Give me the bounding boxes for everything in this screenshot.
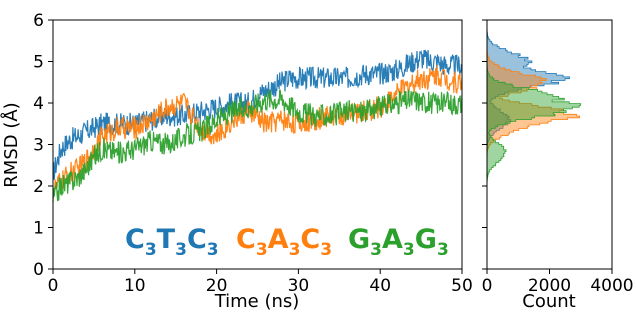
count-tick-label: 0 [482, 276, 493, 296]
series-label-g3a3g3-part: G [415, 224, 437, 255]
count-axis-title: Count [522, 291, 575, 312]
rmsd-tick-label: 3 [33, 136, 44, 156]
rmsd-histogram-panel: 0 2000 4000 Count [482, 19, 634, 312]
series-line-g3a3g3 [52, 89, 463, 203]
series-label-c3a3c3: C3A3C3 [236, 224, 332, 260]
series-label-c3t3c3-sub: 3 [145, 240, 157, 260]
series-line-c3a3c3 [52, 65, 463, 200]
series-label-c3a3c3-sub: 3 [289, 240, 301, 260]
rmsd-axis-ticks: 0 1 2 3 4 5 6 [33, 11, 53, 280]
series-label-c3a3c3-part: A [268, 224, 289, 255]
rmsd-axis-title: RMSD (Å) [0, 102, 22, 187]
series-label-c3t3c3: C3T3C3 [125, 224, 219, 260]
rmsd-tick-label: 1 [33, 219, 44, 239]
series-label-c3t3c3-sub: 3 [175, 240, 187, 260]
rmsd-tick-label: 0 [33, 260, 44, 280]
rmsd-tick-label: 5 [33, 53, 44, 73]
series-label-g3a3g3: G3A3G3 [348, 224, 449, 260]
series-label-g3a3g3-sub: 3 [403, 240, 415, 260]
series-label-c3t3c3-part: C [125, 224, 145, 255]
time-tick-label: 20 [206, 276, 228, 296]
series-label-g3a3g3-part: A [382, 224, 403, 255]
time-tick-label: 50 [451, 276, 473, 296]
count-tick-label: 4000 [590, 276, 633, 296]
rmsd-histograms [486, 20, 582, 269]
time-axis-ticks: 0 10 20 30 40 50 [48, 269, 473, 296]
rmsd-tick-label: 2 [33, 177, 44, 197]
series-label-c3t3c3-part: C [187, 224, 207, 255]
series-label-c3a3c3-sub: 3 [320, 240, 332, 260]
count-axis-ticks: 0 2000 4000 [482, 19, 634, 296]
series-label-c3a3c3-sub: 3 [256, 240, 268, 260]
count-tick-label: 2000 [528, 276, 571, 296]
series-label-g3a3g3-part: G [348, 224, 370, 255]
time-axis-title: Time (ns) [214, 291, 300, 312]
series-label-c3a3c3-part: C [236, 224, 256, 255]
series-label-c3a3c3-part: C [300, 224, 320, 255]
rmsd-lines [52, 49, 463, 203]
rmsd-tick-label: 6 [33, 11, 44, 31]
series-label-c3t3c3-part: T [157, 224, 176, 255]
time-tick-label: 30 [288, 276, 310, 296]
time-tick-label: 10 [124, 276, 146, 296]
time-tick-label: 0 [48, 276, 59, 296]
series-label-c3t3c3-sub: 3 [207, 240, 219, 260]
rmsd-tick-label: 4 [33, 94, 44, 114]
rmsd-time-panel: 0 10 20 30 40 50 0 1 2 3 4 5 6 Time (ns) RMSD (Å) C… [0, 11, 473, 312]
series-label-g3a3g3-sub: 3 [437, 240, 449, 260]
series-label-g3a3g3-sub: 3 [370, 240, 382, 260]
time-tick-label: 40 [369, 276, 391, 296]
